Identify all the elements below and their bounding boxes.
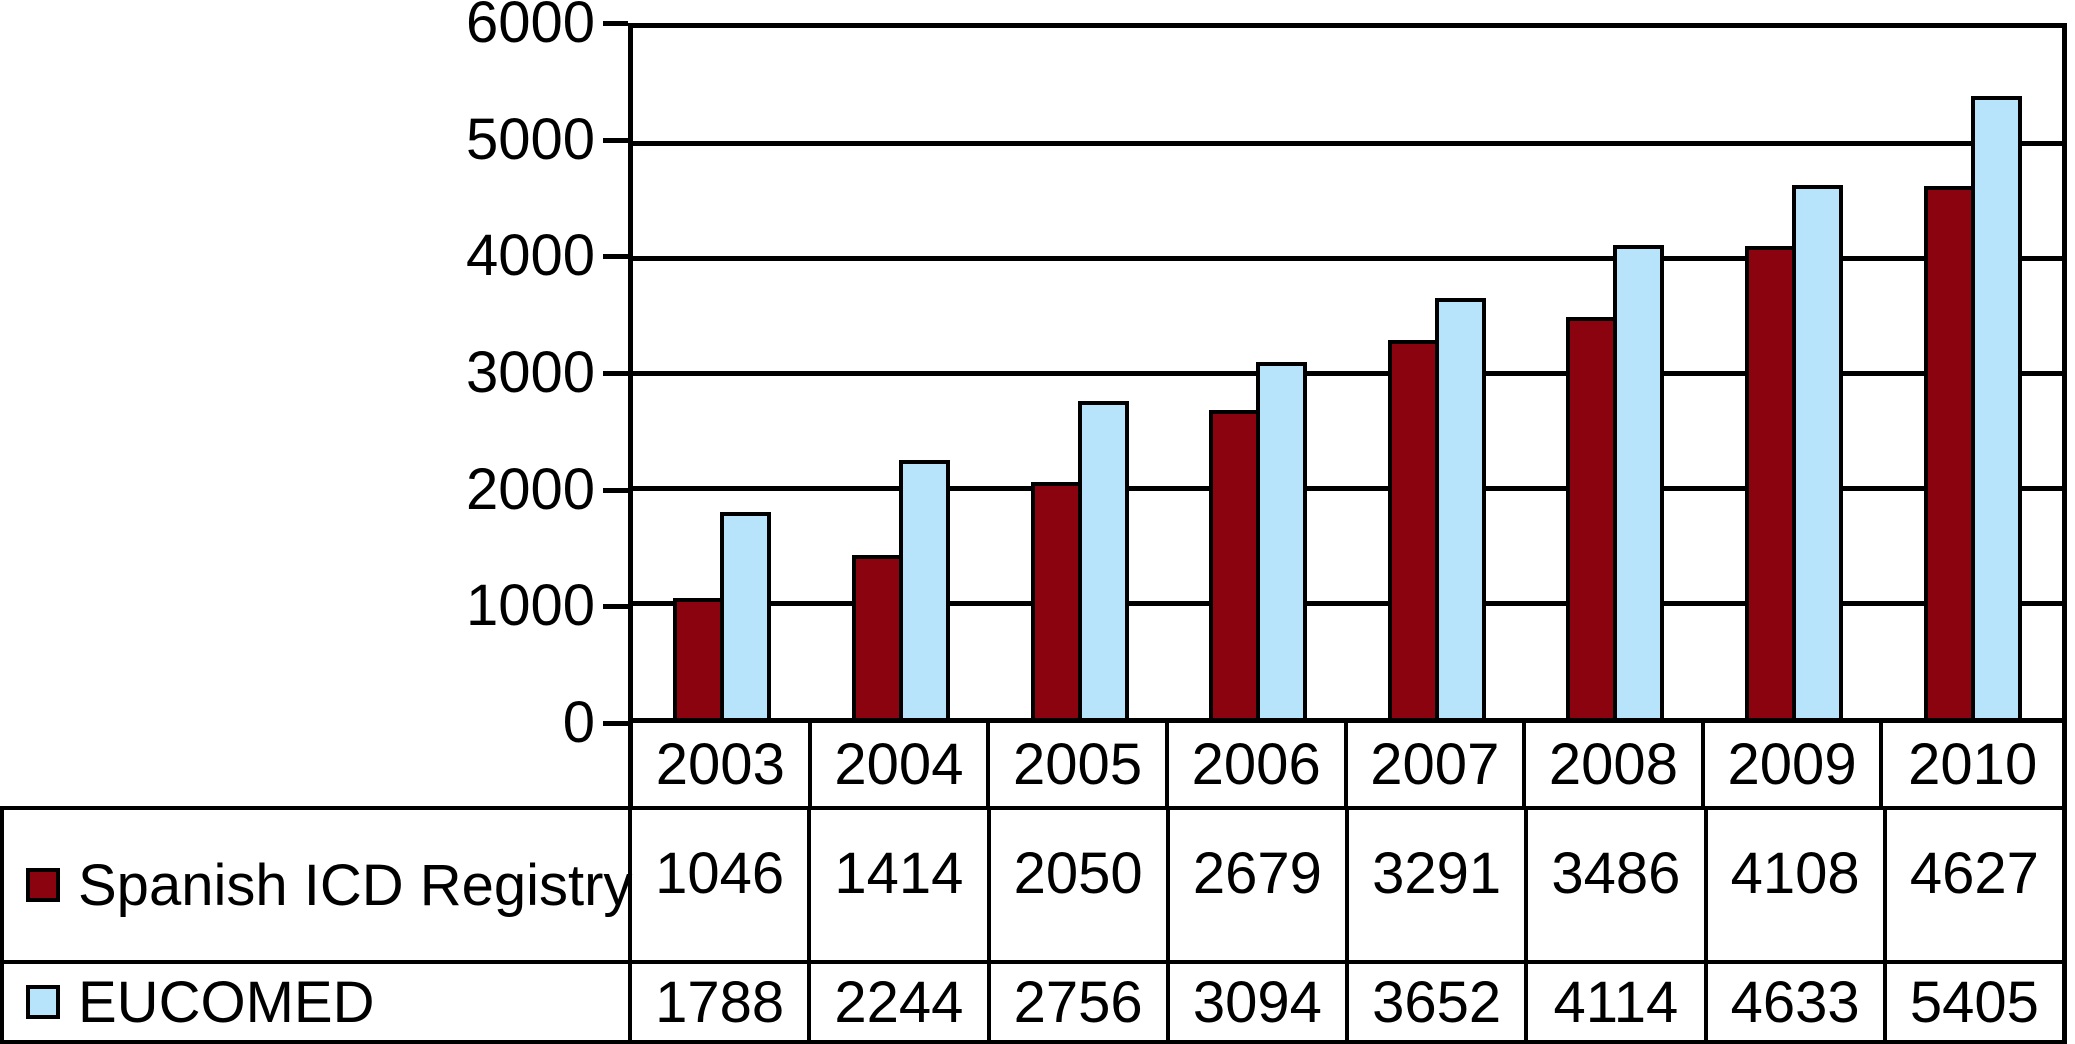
- value-eucomed-2004: 2244: [807, 964, 986, 1040]
- bar-eucomed-2006: [1256, 362, 1308, 718]
- year-cell-2003: 2003: [633, 723, 812, 806]
- legend-key-swatch-eucomed: [26, 985, 60, 1019]
- y-axis-label-4000: 4000: [465, 223, 595, 289]
- year-cell-2009: 2009: [1705, 723, 1884, 806]
- year-cell-2006: 2006: [1169, 723, 1348, 806]
- bar-eucomed-2004: [898, 459, 950, 718]
- bar-group-2008: [1526, 28, 1705, 718]
- y-axis-labels: 6000 5000 4000 3000 2000 1000 0: [0, 0, 595, 752]
- value-spanish-icd-registry-2010: 4627: [1882, 810, 2062, 960]
- bar-eucomed-2003: [720, 512, 772, 718]
- value-spanish-icd-registry-2003: 1046: [628, 810, 807, 960]
- bar-group-2006: [1169, 28, 1348, 718]
- series-label-spanish-icd-registry: Spanish ICD Registry: [78, 852, 633, 918]
- bar-eucomed-2010: [1970, 96, 2022, 718]
- y-axis-label-3000: 3000: [465, 340, 595, 405]
- legend-cell-spanish-icd-registry: Spanish ICD Registry: [4, 810, 632, 960]
- y-axis-tick-4000: [603, 254, 628, 260]
- value-spanish-icd-registry-2007: 3291: [1345, 810, 1524, 960]
- bar-group-2004: [812, 28, 991, 718]
- bar-spanish-icd-registry-2003: [673, 597, 725, 718]
- plot-bars: [633, 28, 2062, 718]
- value-spanish-icd-registry-2004: 1414: [807, 810, 986, 960]
- value-eucomed-2006: 3094: [1165, 964, 1345, 1040]
- gridline-4000: [633, 255, 2062, 261]
- value-eucomed-2010: 5405: [1882, 964, 2062, 1040]
- value-eucomed-2007: 3652: [1345, 964, 1524, 1040]
- gridline-2000: [633, 485, 2062, 491]
- bar-group-2005: [990, 28, 1169, 718]
- year-cell-2008: 2008: [1526, 723, 1705, 806]
- value-spanish-icd-registry-2006: 2679: [1165, 810, 1345, 960]
- gridline-3000: [633, 371, 2062, 376]
- y-axis-label-6000: 6000: [465, 0, 595, 55]
- bar-eucomed-2005: [1077, 401, 1129, 718]
- bar-eucomed-2009: [1792, 185, 1844, 718]
- y-axis-tick-0: [603, 721, 628, 726]
- gridline-5000: [633, 140, 2062, 146]
- series-label-eucomed: EUCOMED: [78, 969, 375, 1035]
- y-axis-tick-1000: [603, 604, 628, 610]
- year-cell-2007: 2007: [1348, 723, 1527, 806]
- bar-spanish-icd-registry-2004: [851, 555, 903, 718]
- value-eucomed-2003: 1788: [628, 964, 807, 1040]
- bar-spanish-icd-registry-2008: [1566, 317, 1618, 718]
- x-axis-year-row: 2003 2004 2005 2006 2007 2008 2009 2010: [628, 723, 2067, 806]
- value-spanish-icd-registry-2008: 3486: [1524, 810, 1703, 960]
- gridline-1000: [633, 601, 2062, 606]
- y-axis-label-1000: 1000: [465, 573, 595, 639]
- gridlines: [633, 28, 2062, 718]
- plot-area: [628, 23, 2067, 723]
- y-axis-ticks: [603, 21, 628, 726]
- bar-spanish-icd-registry-2006: [1209, 409, 1261, 718]
- y-axis-label-5000: 5000: [465, 106, 595, 172]
- value-spanish-icd-registry-2009: 4108: [1703, 810, 1883, 960]
- value-eucomed-2005: 2756: [986, 964, 1166, 1040]
- y-axis-tick-2000: [603, 487, 628, 493]
- bar-spanish-icd-registry-2010: [1923, 185, 1975, 718]
- bar-eucomed-2008: [1613, 244, 1665, 718]
- bar-group-2003: [633, 28, 812, 718]
- value-eucomed-2009: 4633: [1703, 964, 1883, 1040]
- bar-spanish-icd-registry-2009: [1745, 245, 1797, 718]
- y-axis-label-2000: 2000: [465, 456, 595, 522]
- series-row-spanish-icd-registry: Spanish ICD Registry 1046 1414 2050 2679…: [4, 810, 2062, 964]
- y-axis-tick-5000: [603, 137, 628, 143]
- year-cell-2010: 2010: [1908, 732, 2038, 797]
- y-axis-tick-6000: [603, 21, 628, 26]
- bar-spanish-icd-registry-2007: [1387, 339, 1439, 718]
- data-table: Spanish ICD Registry 1046 1414 2050 2679…: [0, 806, 2067, 1044]
- bar-eucomed-2007: [1434, 298, 1486, 718]
- bar-group-2010: [1883, 28, 2062, 718]
- legend-cell-eucomed: EUCOMED: [4, 964, 628, 1040]
- bar-spanish-icd-registry-2005: [1030, 482, 1082, 718]
- value-spanish-icd-registry-2005: 2050: [986, 810, 1166, 960]
- y-axis-tick-3000: [603, 371, 628, 376]
- bar-group-2009: [1705, 28, 1884, 718]
- legend-key-swatch-spanish-icd-registry: [26, 868, 60, 902]
- y-axis-label-0: 0: [562, 690, 595, 755]
- bar-group-2007: [1348, 28, 1527, 718]
- year-cell-2005: 2005: [990, 723, 1169, 806]
- series-row-eucomed: EUCOMED 1788 2244 2756 3094 3652 4114 46…: [4, 964, 2062, 1040]
- value-eucomed-2008: 4114: [1524, 964, 1703, 1040]
- year-cell-2004: 2004: [812, 723, 991, 806]
